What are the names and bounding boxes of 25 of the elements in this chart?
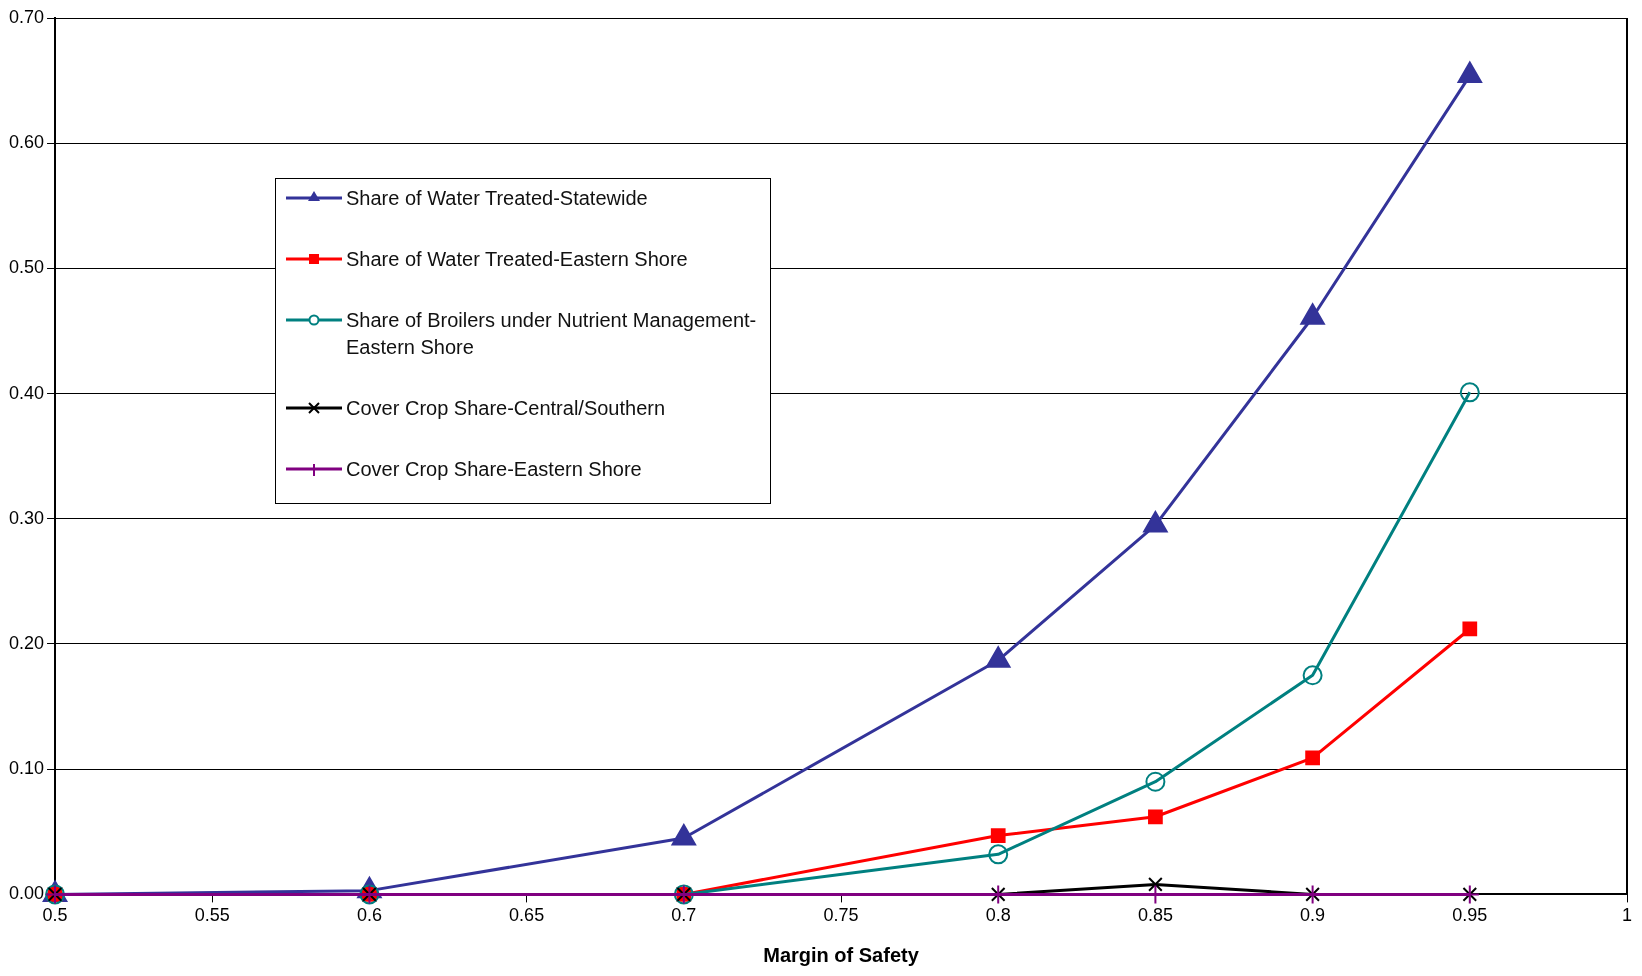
x-axis-title: Margin of Safety <box>763 943 920 966</box>
x-tick-label: 0.9 <box>1300 905 1326 926</box>
legend-label: Share of Water Treated-Eastern Shore <box>346 247 688 272</box>
x-tick-label: 0.8 <box>985 905 1011 926</box>
x-tick-label: 0.85 <box>1137 905 1173 926</box>
y-tick-label: 0.40 <box>8 382 45 403</box>
legend-label: Share of Broilers under Nutrient Management-Eastern Shore <box>346 308 758 360</box>
y-tick-label: 0.70 <box>8 6 45 27</box>
x-tick-label: 0.7 <box>671 905 697 926</box>
y-tick-label: 0.60 <box>8 132 45 153</box>
y-tick-label: 0.00 <box>8 883 45 904</box>
y-tick-label: 0.30 <box>8 507 45 528</box>
x-tick-label: 0.6 <box>356 905 382 926</box>
legend-label: Cover Crop Share-Eastern Shore <box>346 457 642 482</box>
y-tick-label: 0.20 <box>8 632 45 653</box>
x-tick-label: 0.75 <box>823 905 859 926</box>
x-tick-label: 0.95 <box>1452 905 1488 926</box>
x-tick-label: 1 <box>1621 905 1633 926</box>
legend-label: Share of Water Treated-Statewide <box>346 186 648 211</box>
legend-label: Cover Crop Share-Central/Southern <box>346 396 666 421</box>
y-tick-label: 0.50 <box>8 257 45 278</box>
x-tick-label: 0.55 <box>194 905 230 926</box>
x-tick-label: 0.5 <box>42 905 68 926</box>
y-tick-label: 0.10 <box>8 758 45 779</box>
x-tick-label: 0.65 <box>509 905 545 926</box>
